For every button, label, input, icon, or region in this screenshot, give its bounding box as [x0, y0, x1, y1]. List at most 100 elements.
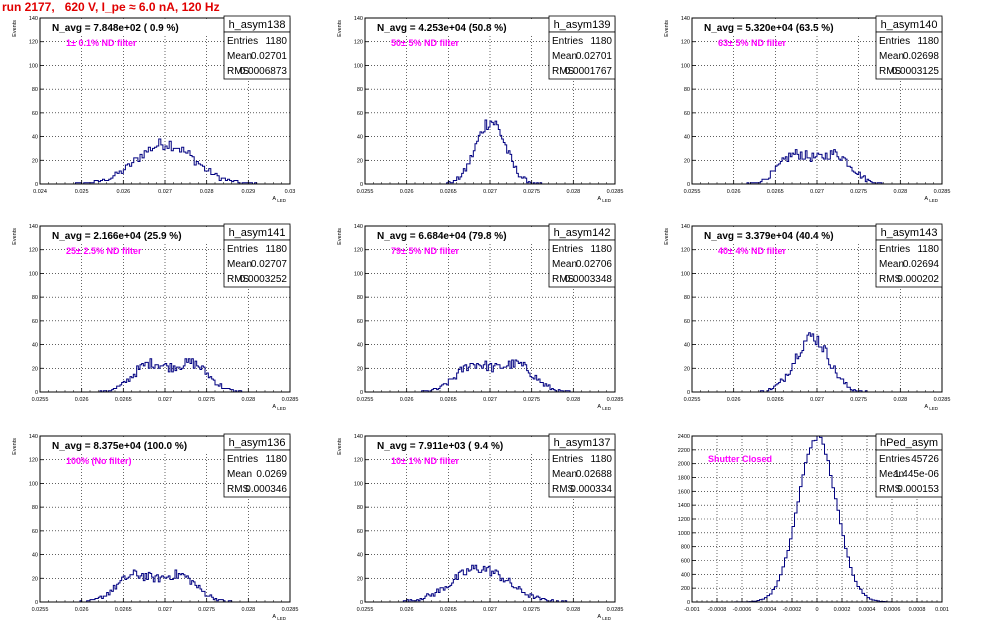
navg-box: [42, 228, 222, 242]
x-tick-label: 0.0285: [607, 189, 624, 195]
stats-label: Mean: [552, 259, 577, 270]
stats-box: [548, 31, 616, 80]
navg-label: N_avg = 7.911e+03 ( 9.4 %): [377, 441, 503, 452]
y-tick-label: 2400: [678, 434, 690, 440]
navg-label: N_avg = 7.848e+02 ( 0.9 %): [52, 23, 179, 34]
x-tick-label: 0.0275: [198, 607, 215, 613]
y-tick-label: 0: [35, 390, 38, 396]
y-tick-label: 140: [354, 224, 363, 230]
stats-label: RMS: [227, 66, 250, 77]
stats-value: 1180: [590, 244, 612, 255]
x-tick-label: 0.0008: [909, 607, 926, 613]
x-tick-label: 0.0255: [357, 189, 374, 195]
y-tick-label: 20: [357, 158, 363, 164]
stats-label: RMS: [552, 66, 575, 77]
stats-value: 0.000346: [245, 484, 287, 495]
y-tick-label: 60: [684, 111, 690, 117]
hist-name: h_asym139: [554, 19, 611, 31]
filter-label: 1± 0.1% ND filter: [66, 38, 137, 48]
x-tick-label: 0.026: [75, 397, 89, 403]
y-tick-label: 100: [29, 481, 38, 487]
filter-label: Shutter Closed: [708, 454, 772, 464]
histogram-series: [365, 359, 615, 393]
stats-label: Mean: [227, 259, 252, 270]
x-tick-label: 0.0265: [440, 397, 457, 403]
x-tick-label: 0.027: [483, 189, 497, 195]
y-tick-label: 20: [684, 366, 690, 372]
y-tick-label: 400: [681, 572, 690, 578]
histogram-series: [692, 332, 942, 393]
y-tick-label: 2200: [678, 448, 690, 454]
x-tick-label: 0.0255: [32, 607, 49, 613]
histogram-panel: 0.0255 0.026 0.0265 0.027 0.0275 0.028 0.0285 0…: [337, 15, 624, 203]
x-tick-label: 0.0255: [32, 397, 49, 403]
y-tick-label: 0: [360, 182, 363, 188]
y-tick-label: 60: [357, 319, 363, 325]
stats-value: 0.02694: [903, 259, 940, 270]
x-tick-label: 0.0265: [115, 397, 132, 403]
navg-box: [367, 438, 547, 452]
y-tick-label: 20: [32, 366, 38, 372]
y-tick-label: 80: [32, 505, 38, 511]
y-tick-label: 20: [357, 366, 363, 372]
x-tick-label: 0.026: [727, 189, 741, 195]
y-tick-label: 140: [354, 16, 363, 22]
x-axis-title: A LED: [597, 614, 611, 621]
stats-value: 0.0003348: [565, 274, 613, 285]
y-tick-label: 140: [681, 16, 690, 22]
y-axis-title: Events: [12, 20, 18, 37]
y-tick-label: 0: [35, 600, 38, 606]
stats-value: 0.0001767: [565, 66, 613, 77]
stats-value: 0.02707: [251, 259, 288, 270]
filter-label: 100% (No filter): [66, 456, 132, 466]
y-tick-label: 120: [29, 248, 38, 254]
y-axis-title: Events: [337, 228, 343, 245]
y-tick-label: 120: [29, 458, 38, 464]
navg-label: N_avg = 6.684e+04 (79.8 %): [377, 231, 507, 242]
stats-label: Mean: [879, 51, 904, 62]
x-tick-label: 0.028: [566, 189, 580, 195]
x-tick-label: 0.027: [158, 607, 172, 613]
y-tick-label: 0: [360, 600, 363, 606]
y-tick-label: 1200: [678, 517, 690, 523]
y-tick-label: 1400: [678, 503, 690, 509]
y-tick-label: 600: [681, 559, 690, 565]
filter-label: 50± 5% ND filter: [391, 38, 459, 48]
y-tick-label: 120: [354, 248, 363, 254]
y-tick-label: 800: [681, 545, 690, 551]
histogram-panel: -0.001 -0.0008 -0.0006 -0.0004 -0.0002 0 0.000…: [678, 433, 949, 613]
stats-value: 0.02698: [903, 51, 940, 62]
y-axis-title: Events: [664, 228, 670, 245]
y-tick-label: 20: [684, 158, 690, 164]
x-tick-label: 0.0285: [282, 397, 299, 403]
y-tick-label: 100: [29, 271, 38, 277]
y-tick-label: 140: [29, 16, 38, 22]
x-tick-label: 0.0265: [440, 607, 457, 613]
stats-label: Mean: [227, 469, 252, 480]
y-tick-label: 120: [354, 40, 363, 46]
y-tick-label: 40: [684, 343, 690, 349]
y-tick-label: 40: [32, 135, 38, 141]
filter-label: 63± 5% ND filter: [718, 38, 786, 48]
hist-name: h_asym140: [881, 19, 938, 31]
x-tick-label: 0.028: [241, 397, 255, 403]
hist-name: h_asym136: [229, 437, 286, 449]
y-tick-label: 40: [32, 553, 38, 559]
y-tick-label: 140: [681, 224, 690, 230]
x-tick-label: 0.024: [33, 189, 47, 195]
x-tick-label: 0.0275: [198, 397, 215, 403]
y-tick-label: 60: [32, 529, 38, 535]
y-tick-label: 100: [29, 63, 38, 69]
y-tick-label: 60: [684, 319, 690, 325]
stats-value: 0.0269: [256, 469, 287, 480]
histogram-panel: 0.0255 0.026 0.0265 0.027 0.0275 0.028 0.0285 0…: [12, 433, 298, 621]
y-tick-label: 120: [354, 458, 363, 464]
stats-box: [875, 449, 943, 498]
y-tick-label: 120: [681, 40, 690, 46]
y-tick-label: 40: [32, 343, 38, 349]
navg-label: N_avg = 4.253e+04 (50.8 %): [377, 23, 507, 34]
y-tick-label: 40: [684, 135, 690, 141]
y-tick-label: 80: [357, 295, 363, 301]
x-tick-label: 0.028: [893, 397, 907, 403]
